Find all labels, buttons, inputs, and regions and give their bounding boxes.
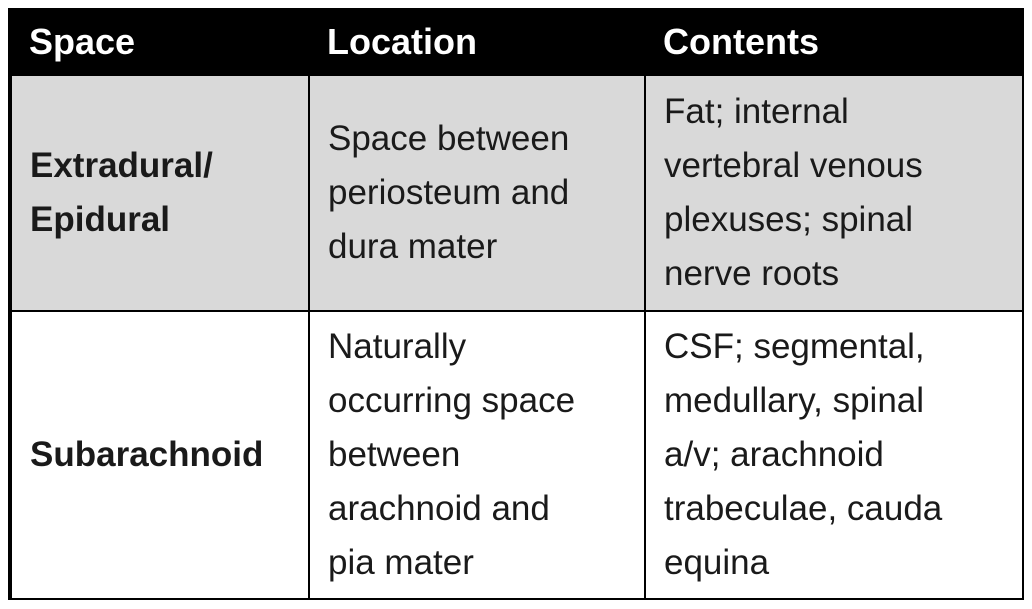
header-row: Space Location Contents	[11, 10, 1023, 75]
column-header-contents: Contents	[645, 10, 1023, 75]
table-row: Extradural/ Epidural Space between perio…	[10, 74, 1024, 312]
space-cell: Extradural/ Epidural	[10, 74, 310, 312]
table-row: Subarachnoid Naturally occurring space b…	[10, 310, 1024, 600]
spaces-table-container: Space Location Contents Extradural/ Epid…	[8, 8, 1024, 600]
spinal-spaces-table: Space Location Contents Extradural/ Epid…	[10, 10, 1024, 600]
column-header-space: Space	[11, 10, 309, 75]
location-cell: Space between periosteum and dura mater	[308, 74, 646, 312]
space-cell: Subarachnoid	[10, 310, 310, 600]
contents-cell: Fat; internal vertebral venous plexuses;…	[644, 74, 1024, 312]
column-header-location: Location	[309, 10, 645, 75]
contents-cell: CSF; segmental, medullary, spinal a/v; a…	[644, 310, 1024, 600]
location-cell: Naturally occurring space between arachn…	[308, 310, 646, 600]
